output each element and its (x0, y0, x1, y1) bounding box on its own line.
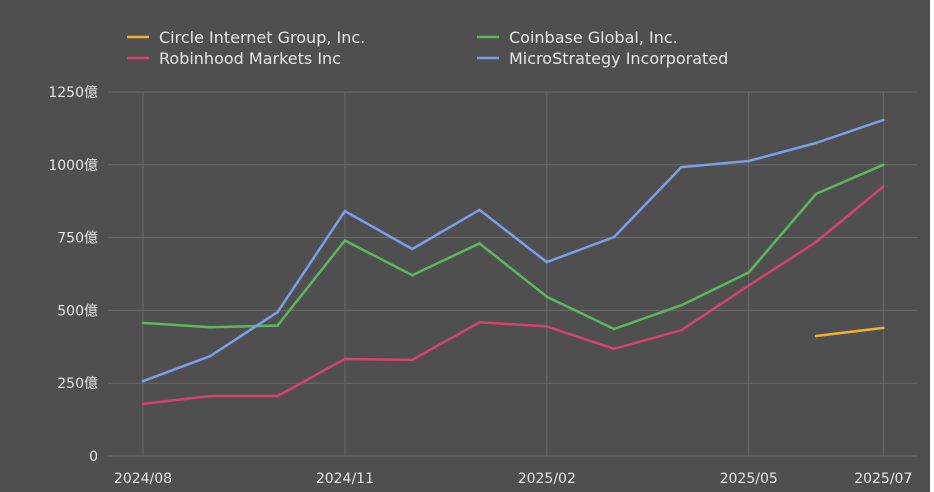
series-lines (141, 118, 885, 406)
y-tick-label: 1250億 (48, 85, 98, 101)
series-line-1 (142, 163, 884, 331)
data-point (747, 284, 750, 287)
series-line-2 (142, 185, 885, 406)
data-point (478, 321, 481, 324)
data-point (343, 357, 347, 361)
data-point (478, 242, 481, 245)
y-tick-label: 250億 (57, 376, 98, 392)
x-tick-label: 2025/07 (854, 471, 912, 487)
series-line-3 (142, 118, 884, 383)
data-point (478, 208, 481, 212)
data-point (545, 260, 549, 264)
data-point (545, 325, 549, 328)
data-point (814, 192, 818, 196)
y-tick-label: 0 (89, 449, 98, 465)
y-tick-label: 500億 (57, 303, 98, 319)
data-point (276, 394, 279, 398)
x-axis: 2024/08 2024/11 2025/02 2025/05 2025/07 (114, 471, 912, 487)
legend-label: Coinbase Global, Inc. (509, 28, 678, 47)
x-tick-label: 2025/02 (518, 471, 576, 487)
data-point (343, 209, 347, 213)
data-point (209, 394, 212, 398)
data-point (612, 347, 616, 351)
data-point (814, 334, 818, 338)
data-point (545, 295, 549, 299)
data-point (209, 325, 212, 329)
data-point (410, 247, 414, 251)
data-point (410, 358, 414, 362)
data-point (680, 328, 683, 332)
data-point (209, 354, 212, 358)
data-point (882, 185, 885, 188)
data-point (410, 273, 414, 277)
x-tick-label: 2024/11 (316, 471, 374, 487)
data-point (141, 321, 145, 325)
y-axis: 0 250億 500億 750億 1000億 1250億 (48, 85, 98, 465)
data-point (276, 310, 279, 314)
data-point (814, 141, 818, 145)
data-point (276, 324, 279, 327)
data-point (612, 327, 616, 331)
data-point (882, 326, 885, 330)
data-point (747, 159, 750, 163)
series-line-0 (815, 326, 884, 338)
data-point (680, 303, 683, 307)
legend-label: Circle Internet Group, Inc. (159, 28, 365, 47)
legend-label: MicroStrategy Incorporated (509, 49, 728, 68)
data-point (680, 165, 683, 169)
data-point (882, 163, 885, 167)
data-point (141, 402, 145, 406)
data-point (747, 271, 750, 274)
y-tick-label: 1000億 (48, 158, 98, 174)
data-point (343, 239, 347, 242)
y-tick-label: 750億 (57, 231, 98, 247)
data-point (814, 240, 818, 244)
grid (108, 91, 917, 457)
x-tick-label: 2025/05 (720, 471, 778, 487)
legend: Circle Internet Group, Inc. Coinbase Glob… (127, 28, 728, 68)
legend-label: Robinhood Markets Inc (159, 49, 341, 68)
data-point (882, 118, 885, 122)
data-point (612, 235, 616, 239)
x-tick-label: 2024/08 (114, 471, 172, 487)
data-point (141, 379, 145, 383)
